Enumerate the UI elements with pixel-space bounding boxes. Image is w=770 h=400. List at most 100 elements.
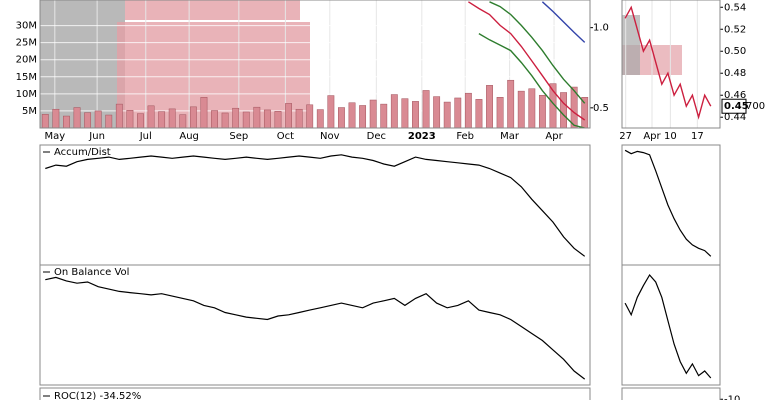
volume-bar [338, 107, 345, 128]
series-line [45, 154, 586, 257]
volume-bar [105, 114, 113, 128]
x-tick-label: Apr [643, 131, 661, 142]
y-tick-label: 0.48 [724, 68, 746, 79]
plot-layer: May Jun Jul Aug Sep Oct Nov Dec 2023 Feb Mar Apr 5M 1… [16, 0, 765, 400]
volume-bar [464, 92, 472, 128]
volume-bar [581, 97, 589, 128]
volume-bar [517, 90, 525, 128]
price-panel-frame [39, 0, 591, 129]
y-tick-label: 30M [16, 21, 37, 32]
x-tick-label: Apr [545, 131, 563, 142]
panel-title: ROC(12) -34.52% [54, 391, 141, 400]
volume-bar [422, 90, 430, 128]
volume-bar [168, 108, 176, 128]
volume-bar [242, 111, 250, 128]
x-tick-label: 17 [691, 131, 704, 142]
series-line [624, 149, 712, 257]
last-value-box [721, 98, 747, 114]
volume-bar [115, 103, 123, 128]
side-roc-frame [621, 387, 721, 400]
y-tick-label: 0.44 [724, 112, 746, 123]
volume-bar [41, 114, 49, 128]
volume-bar [263, 109, 271, 128]
series-line [478, 32, 585, 128]
panel [624, 273, 712, 379]
x-tick-label: 10 [664, 131, 677, 142]
x-tick-label: May [44, 131, 65, 142]
volume-bar [475, 99, 483, 128]
volume-bar [486, 85, 493, 128]
volume-bar [211, 110, 218, 128]
panel [45, 154, 586, 257]
x-tick-label: 2023 [408, 131, 436, 142]
volume-bar [94, 110, 102, 128]
volume-bar [369, 99, 377, 128]
volume-bar [84, 112, 92, 128]
volume-by-price-down [40, 0, 125, 128]
x-tick-label: Dec [367, 131, 386, 142]
volume-by-price-down [622, 15, 640, 75]
volume-bar [507, 79, 515, 128]
panel [624, 149, 712, 257]
side-obv-frame [621, 264, 721, 386]
y-tick-label: -10 [724, 394, 740, 400]
volume-bar [274, 111, 282, 128]
volume-bar [454, 97, 462, 128]
volume-bar [158, 111, 166, 128]
volume-bar [295, 108, 303, 128]
volume-bar [496, 97, 504, 128]
x-tick-label: Jul [139, 131, 152, 142]
series-line [45, 276, 586, 380]
volume-bar [359, 105, 367, 128]
y-tick-label: 15M [16, 72, 37, 83]
volume-bar [73, 107, 81, 128]
volume-bar [316, 109, 324, 128]
panel-title: On Balance Vol [54, 267, 129, 278]
series-line [468, 1, 586, 121]
volume-bar [52, 108, 60, 128]
x-tick-label: 27 [619, 131, 632, 142]
y-tick-label: 0.50 [724, 46, 746, 57]
panel [624, 0, 712, 128]
x-tick-label: Nov [320, 131, 340, 142]
y-tick-label: 0.46 [724, 90, 746, 101]
volume-bar [390, 94, 398, 128]
panel [45, 276, 586, 380]
y-tick-label: 0.54 [724, 2, 746, 13]
roc-panel-frame [39, 387, 591, 400]
x-tick-label: Aug [179, 131, 199, 142]
volume-bar [232, 107, 240, 128]
y-tick-label: 10M [16, 89, 37, 100]
volume-bar [412, 101, 419, 128]
series-line [489, 1, 586, 104]
volume-bar [443, 101, 451, 128]
last-value-label: 0.45 [724, 101, 749, 112]
y-tick-label: 0.52 [724, 24, 746, 35]
volume-bar [380, 103, 388, 128]
y-tick-label: 20M [16, 55, 37, 66]
series-line [624, 5, 712, 120]
volume-bar [560, 92, 567, 128]
volume-bar [348, 102, 356, 128]
x-tick-label: Jun [88, 131, 105, 142]
volume-by-price-up [125, 0, 300, 20]
annotation: 700 [746, 101, 765, 112]
x-tick-label: Sep [229, 131, 248, 142]
volume-bar [285, 103, 292, 128]
panel [40, 0, 590, 128]
volume-bar [200, 97, 208, 128]
y-tick-label: 25M [16, 38, 37, 49]
volume-bar [253, 106, 261, 128]
volume-bar [189, 106, 197, 128]
y2-tick-label: 0.5 [593, 103, 609, 114]
volume-bar [433, 96, 441, 128]
volume-bar [401, 98, 409, 128]
volume-bar [147, 105, 155, 128]
volume-bar [306, 104, 314, 128]
x-tick-label: Mar [500, 131, 520, 142]
obv-panel-frame [39, 264, 591, 386]
volume-bar [538, 94, 546, 128]
series-line [541, 1, 586, 43]
volume-bar [528, 88, 536, 128]
